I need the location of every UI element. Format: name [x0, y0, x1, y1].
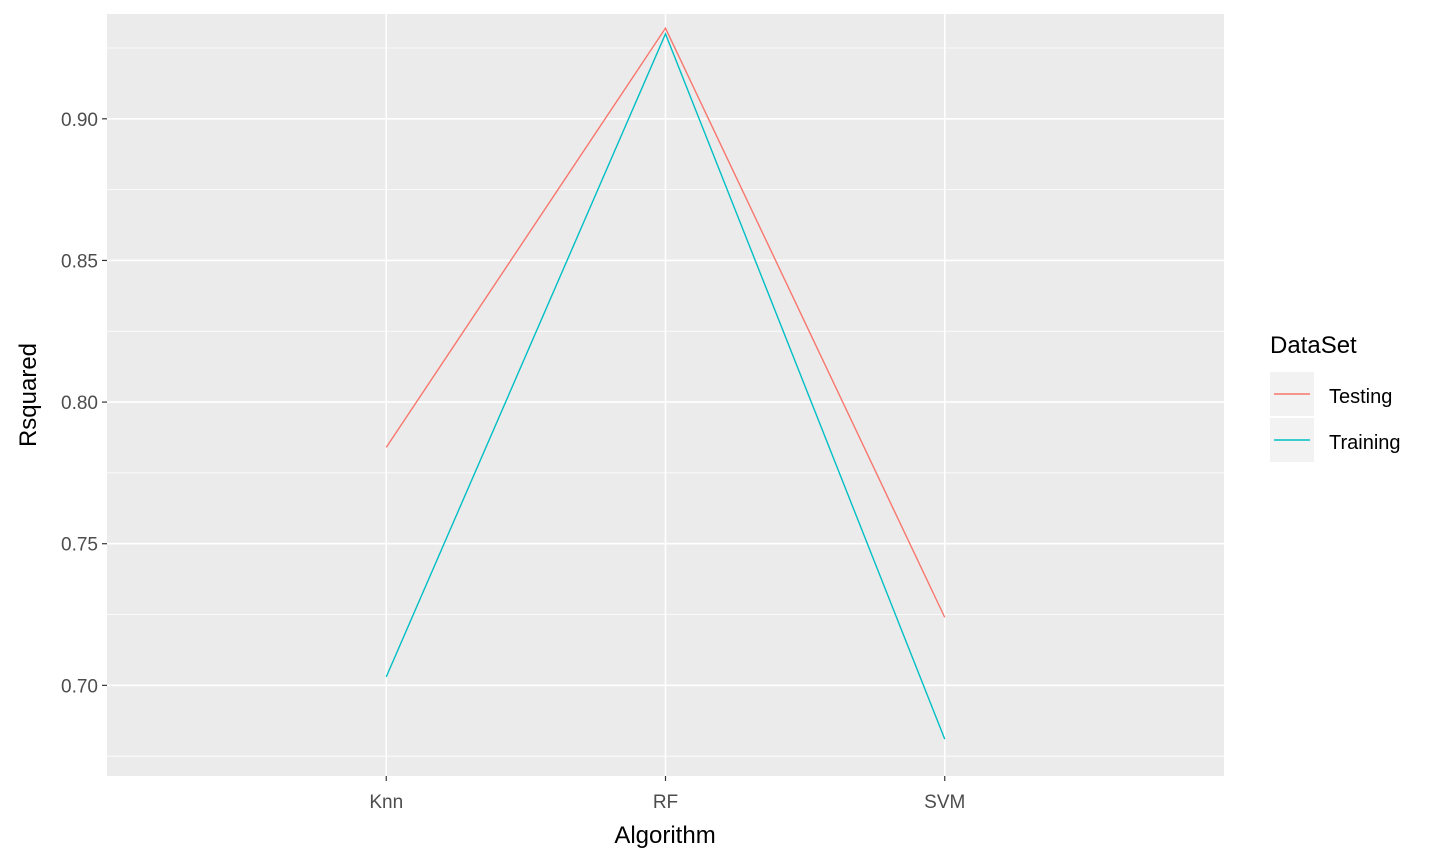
series-lines [385, 26, 946, 740]
x-axis: Knn RF SVM [369, 776, 965, 813]
x-tick-label: Knn [369, 792, 403, 813]
x-tick-label: SVM [924, 792, 965, 813]
y-axis-title: Rsquared [15, 343, 42, 447]
y-tick-label: 0.70 [61, 676, 98, 697]
legend-label-training: Training [1329, 432, 1401, 454]
y-tick-label: 0.85 [61, 251, 98, 272]
y-axis: 0.70 0.75 0.80 0.85 0.90 [61, 110, 107, 697]
series-line-training [385, 32, 946, 740]
x-tick-label: RF [653, 792, 678, 813]
y-tick-label: 0.90 [61, 110, 98, 131]
legend-label-testing: Testing [1329, 386, 1392, 408]
y-tick-label: 0.80 [61, 393, 98, 414]
legend: DataSet Testing Training [1270, 332, 1401, 462]
legend-title: DataSet [1270, 332, 1357, 359]
x-axis-title: Algorithm [614, 822, 715, 849]
major-gridlines [107, 14, 1224, 776]
series-line-testing [385, 26, 946, 618]
y-tick-label: 0.75 [61, 535, 98, 556]
